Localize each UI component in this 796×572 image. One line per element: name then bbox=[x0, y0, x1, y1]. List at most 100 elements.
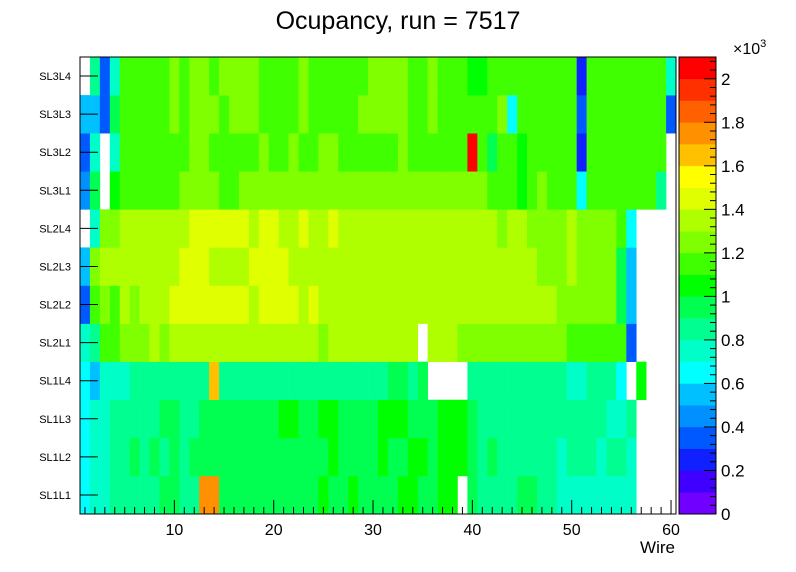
heatmap-cell-SL1L1-40 bbox=[467, 475, 478, 515]
heatmap-cell-SL2L1-38 bbox=[447, 323, 458, 362]
heatmap-cell-SL3L4-60 bbox=[666, 57, 677, 96]
heatmap-cell-SL2L4-27 bbox=[338, 209, 349, 248]
heatmap-cell-SL2L3-29 bbox=[358, 247, 369, 286]
heatmap-cell-SL2L1-26 bbox=[328, 323, 339, 362]
heatmap-cell-SL3L1-28 bbox=[348, 171, 359, 210]
heatmap-cell-SL1L1-34 bbox=[407, 475, 419, 515]
heatmap-cell-SL2L4-56 bbox=[626, 209, 637, 248]
heatmap-cell-SL2L2-23 bbox=[298, 285, 309, 324]
heatmap-cell-SL3L2-24 bbox=[308, 133, 319, 172]
heatmap-cell-SL3L4-29 bbox=[358, 57, 369, 96]
heatmap-cell-SL3L1-51 bbox=[576, 171, 587, 210]
heatmap-cell-SL2L1-41 bbox=[477, 323, 488, 362]
heatmap-cell-SL1L4-50 bbox=[566, 361, 577, 401]
heatmap-cell-SL2L2-13 bbox=[199, 285, 210, 324]
heatmap-cell-SL1L4-54 bbox=[606, 361, 617, 401]
heatmap-cell-SL3L1-34 bbox=[407, 171, 419, 210]
heatmap-cell-SL1L4-4 bbox=[109, 361, 121, 401]
heatmap-cell-SL3L4-50 bbox=[566, 57, 577, 96]
heatmap-cell-SL3L3-37 bbox=[437, 95, 448, 134]
heatmap-cell-SL2L4-28 bbox=[348, 209, 359, 248]
heatmap-cell-SL3L4-11 bbox=[179, 57, 190, 96]
heatmap-cell-SL2L1-52 bbox=[586, 323, 597, 362]
heatmap-cell-SL1L1-48 bbox=[546, 475, 558, 515]
heatmap-cell-SL1L1-36 bbox=[427, 475, 438, 515]
heatmap-cell-SL3L1-29 bbox=[358, 171, 369, 210]
heatmap-cell-SL1L2-5 bbox=[119, 437, 130, 477]
heatmap-cell-SL1L3-53 bbox=[596, 399, 607, 439]
heatmap-cell-SL3L3-28 bbox=[348, 95, 359, 134]
heatmap-cell-SL1L4-57 bbox=[636, 361, 647, 401]
heatmap-cell-SL3L1-38 bbox=[447, 171, 458, 210]
heatmap-cell-SL3L2-51 bbox=[576, 133, 587, 172]
heatmap-cell-SL3L3-21 bbox=[278, 95, 289, 134]
heatmap-cell-SL2L4-49 bbox=[556, 209, 568, 248]
heatmap-cell-SL1L1-55 bbox=[616, 475, 627, 515]
heatmap-cell-SL3L4-17 bbox=[238, 57, 250, 96]
heatmap-cell-SL1L3-6 bbox=[129, 399, 140, 439]
heatmap-cell-SL3L1-40 bbox=[467, 171, 478, 210]
color-scale-segment bbox=[679, 165, 716, 188]
heatmap-cell-SL1L4-30 bbox=[368, 361, 379, 401]
heatmap-cell-SL2L2-29 bbox=[358, 285, 369, 324]
heatmap-cell-SL3L3-5 bbox=[119, 95, 130, 134]
heatmap-cell-SL2L2-21 bbox=[278, 285, 289, 324]
heatmap-cell-SL1L2-48 bbox=[546, 437, 558, 477]
heatmap-cell-SL3L2-55 bbox=[616, 133, 627, 172]
heatmap-cell-SL3L1-45 bbox=[517, 171, 528, 210]
heatmap-cell-SL2L4-15 bbox=[219, 209, 230, 248]
heatmap-cell-SL3L3-29 bbox=[358, 95, 369, 134]
heatmap-cell-SL3L4-43 bbox=[497, 57, 508, 96]
heatmap-cell-SL3L3-47 bbox=[536, 95, 548, 134]
heatmap-cell-SL1L4-31 bbox=[378, 361, 389, 401]
heatmap-cell-SL3L1-9 bbox=[159, 171, 170, 210]
heatmap-cell-SL3L3-13 bbox=[199, 95, 210, 134]
heatmap-cell-SL2L3-42 bbox=[487, 247, 498, 286]
heatmap-cell-SL1L3-43 bbox=[497, 399, 508, 439]
heatmap-cell-SL2L1-42 bbox=[487, 323, 498, 362]
heatmap-cell-SL3L2-17 bbox=[238, 133, 250, 172]
heatmap-cell-SL1L1-6 bbox=[129, 475, 140, 515]
heatmap-cell-SL3L3-55 bbox=[616, 95, 627, 134]
heatmap-cell-SL3L2-11 bbox=[179, 133, 190, 172]
heatmap-cell-SL3L4-4 bbox=[109, 57, 121, 96]
heatmap-cell-SL2L2-55 bbox=[616, 285, 627, 324]
heatmap-cell-SL1L3-23 bbox=[298, 399, 309, 439]
heatmap-cell-SL3L4-48 bbox=[546, 57, 558, 96]
heatmap-cell-SL3L4-38 bbox=[447, 57, 458, 96]
heatmap-cell-SL2L4-24 bbox=[308, 209, 319, 248]
heatmap-cell-SL2L4-52 bbox=[586, 209, 597, 248]
heatmap-cell-SL3L2-53 bbox=[596, 133, 607, 172]
heatmap-cell-SL2L4-9 bbox=[159, 209, 170, 248]
heatmap-cell-SL2L3-23 bbox=[298, 247, 309, 286]
heatmap-cell-SL3L1-43 bbox=[497, 171, 508, 210]
heatmap-cell-SL3L2-23 bbox=[298, 133, 309, 172]
heatmap-cell-SL3L2-33 bbox=[397, 133, 409, 172]
heatmap-cell-SL3L2-28 bbox=[348, 133, 359, 172]
heatmap-cell-SL2L1-30 bbox=[368, 323, 379, 362]
heatmap-cell-SL3L4-3 bbox=[99, 57, 111, 96]
heatmap-cell-SL1L2-56 bbox=[626, 437, 637, 477]
heatmap-cell-SL3L4-59 bbox=[656, 57, 667, 96]
heatmap-cell-SL2L1-32 bbox=[387, 323, 399, 362]
y-tick-label: SL2L1 bbox=[39, 338, 71, 350]
heatmap-cell-SL3L3-10 bbox=[169, 95, 180, 134]
heatmap-cell-SL2L3-8 bbox=[149, 247, 160, 286]
heatmap-cell-SL3L2-22 bbox=[288, 133, 299, 172]
heatmap-cell-SL1L4-47 bbox=[536, 361, 548, 401]
heatmap-cell-SL1L2-53 bbox=[596, 437, 607, 477]
heatmap-cell-SL1L2-52 bbox=[586, 437, 597, 477]
heatmap-cell-SL1L4-3 bbox=[99, 361, 111, 401]
plot-frame bbox=[79, 56, 677, 515]
heatmap-cell-SL2L2-35 bbox=[417, 285, 428, 324]
heatmap-cell-SL1L1-26 bbox=[328, 475, 339, 515]
heatmap-cell-SL3L1-46 bbox=[527, 171, 538, 210]
color-scale-tick-label: 0 bbox=[721, 505, 730, 524]
heatmap-cell-SL2L1-7 bbox=[139, 323, 150, 362]
heatmap-cell-SL3L2-16 bbox=[229, 133, 240, 172]
heatmap-cell-SL1L1-42 bbox=[487, 475, 498, 515]
heatmap-cell-SL1L1-14 bbox=[209, 475, 220, 515]
heatmap-cell-SL2L4-25 bbox=[318, 209, 329, 248]
heatmap-cell-SL1L3-15 bbox=[219, 399, 230, 439]
heatmap-cell-SL3L4-12 bbox=[189, 57, 200, 96]
